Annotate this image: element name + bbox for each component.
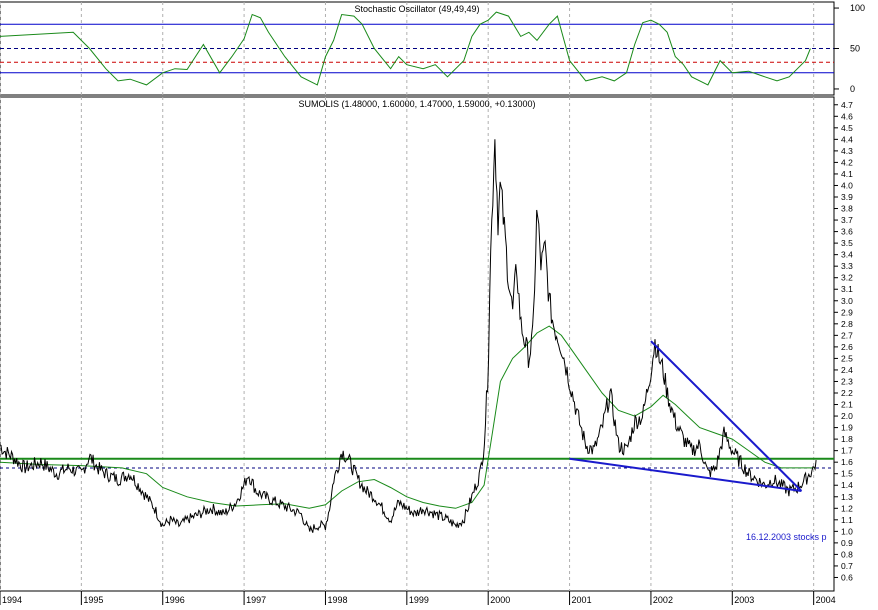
trend-line — [650, 340, 803, 492]
oscillator-title: Stochastic Oscillator (49,49,49) — [354, 4, 479, 14]
price-x-tick-label: 1998 — [327, 595, 347, 605]
price-y-tick-label: 2.1 — [841, 400, 853, 410]
price-y-tick-label: 4.3 — [841, 146, 853, 156]
price-y-tick-label: 3.2 — [841, 273, 853, 283]
price-y-tick-label: 2.5 — [841, 353, 853, 363]
price-x-tick-label: 2001 — [572, 595, 592, 605]
price-y-tick-label: 1.9 — [841, 423, 853, 433]
price-x-tick-label: 1996 — [165, 595, 185, 605]
price-y-tick-label: 2.4 — [841, 365, 853, 375]
price-y-tick-label: 0.9 — [841, 538, 853, 548]
price-y-tick-label: 2.2 — [841, 388, 853, 398]
price-y-tick-label: 4.6 — [841, 111, 853, 121]
price-y-tick-label: 1.0 — [841, 526, 853, 536]
price-y-tick-label: 3.5 — [841, 238, 853, 248]
price-x-tick-label: 1997 — [246, 595, 266, 605]
price-y-tick-label: 3.9 — [841, 192, 853, 202]
price-y-tick-label: 1.1 — [841, 515, 853, 525]
price-x-tick-label: 1995 — [83, 595, 103, 605]
price-y-tick-label: 3.7 — [841, 215, 853, 225]
price-y-tick-label: 0.7 — [841, 561, 853, 571]
trend-lines — [569, 340, 803, 492]
price-y-tick-label: 3.4 — [841, 250, 853, 260]
oscillator-y-tick-label: 100 — [850, 3, 865, 13]
moving-average-line — [0, 325, 814, 509]
price-y-tick-label: 3.1 — [841, 284, 853, 294]
price-y-tick-label: 1.7 — [841, 446, 853, 456]
price-x-tick-label: 1994 — [2, 595, 22, 605]
price-y-tick-label: 2.9 — [841, 307, 853, 317]
oscillator-y-tick-label: 50 — [850, 44, 860, 54]
price-y-tick-label: 1.6 — [841, 457, 853, 467]
oscillator-line — [0, 11, 811, 86]
price-y-tick-label: 3.8 — [841, 204, 853, 214]
price-y-tick-label: 2.3 — [841, 376, 853, 386]
price-y-tick-label: 1.2 — [841, 503, 853, 513]
price-y-tick-label: 2.8 — [841, 319, 853, 329]
price-title: SUMOLIS (1.48000, 1.60000, 1.47000, 1.59… — [299, 99, 536, 109]
price-x-tick-label: 2002 — [653, 595, 673, 605]
price-y-tick-label: 4.1 — [841, 169, 853, 179]
price-grid — [0, 97, 815, 591]
price-y-axis: 0.60.7 0.80.9 1.01.1 1.21.3 1.41.5 1.61.7 1.81… — [834, 100, 853, 582]
price-y-tick-label: 3.3 — [841, 261, 853, 271]
annotation-text: 16.12.2003 stocks p — [746, 532, 827, 542]
price-horizontal-lines — [0, 457, 834, 469]
price-y-tick-label: 4.0 — [841, 180, 853, 190]
price-x-tick-label: 2003 — [734, 595, 754, 605]
trend-line — [569, 457, 802, 492]
moving-average-series — [0, 325, 814, 509]
price-line — [0, 139, 817, 533]
price-series — [0, 139, 817, 533]
price-y-tick-label: 4.4 — [841, 134, 853, 144]
price-y-tick-label: 1.4 — [841, 480, 853, 490]
price-y-tick-label: 4.2 — [841, 157, 853, 167]
price-x-tick-label: 2000 — [490, 595, 510, 605]
price-y-tick-label: 3.6 — [841, 227, 853, 237]
price-y-tick-label: 0.8 — [841, 549, 853, 559]
price-y-tick-label: 2.6 — [841, 342, 853, 352]
price-y-tick-label: 4.5 — [841, 123, 853, 133]
price-y-tick-label: 2.0 — [841, 411, 853, 421]
oscillator-y-axis: 100 50 0 — [834, 3, 865, 94]
price-x-tick-label: 2004 — [816, 595, 836, 605]
price-x-tick-label: 1999 — [409, 595, 429, 605]
price-y-tick-label: 2.7 — [841, 330, 853, 340]
price-panel — [0, 96, 835, 592]
oscillator-y-tick-label: 0 — [850, 84, 855, 94]
price-x-axis: 1994 1995 1996 1997 1998 1999 2000 2001 2002 2003… — [0, 591, 836, 605]
price-y-tick-label: 0.6 — [841, 572, 853, 582]
oscillator-series — [0, 11, 811, 86]
price-y-tick-label: 1.3 — [841, 492, 853, 502]
price-y-tick-label: 3.0 — [841, 296, 853, 306]
price-y-tick-label: 4.7 — [841, 100, 853, 110]
price-y-tick-label: 1.8 — [841, 434, 853, 444]
oscillator-reference-lines — [0, 23, 834, 74]
price-y-tick-label: 1.5 — [841, 469, 853, 479]
